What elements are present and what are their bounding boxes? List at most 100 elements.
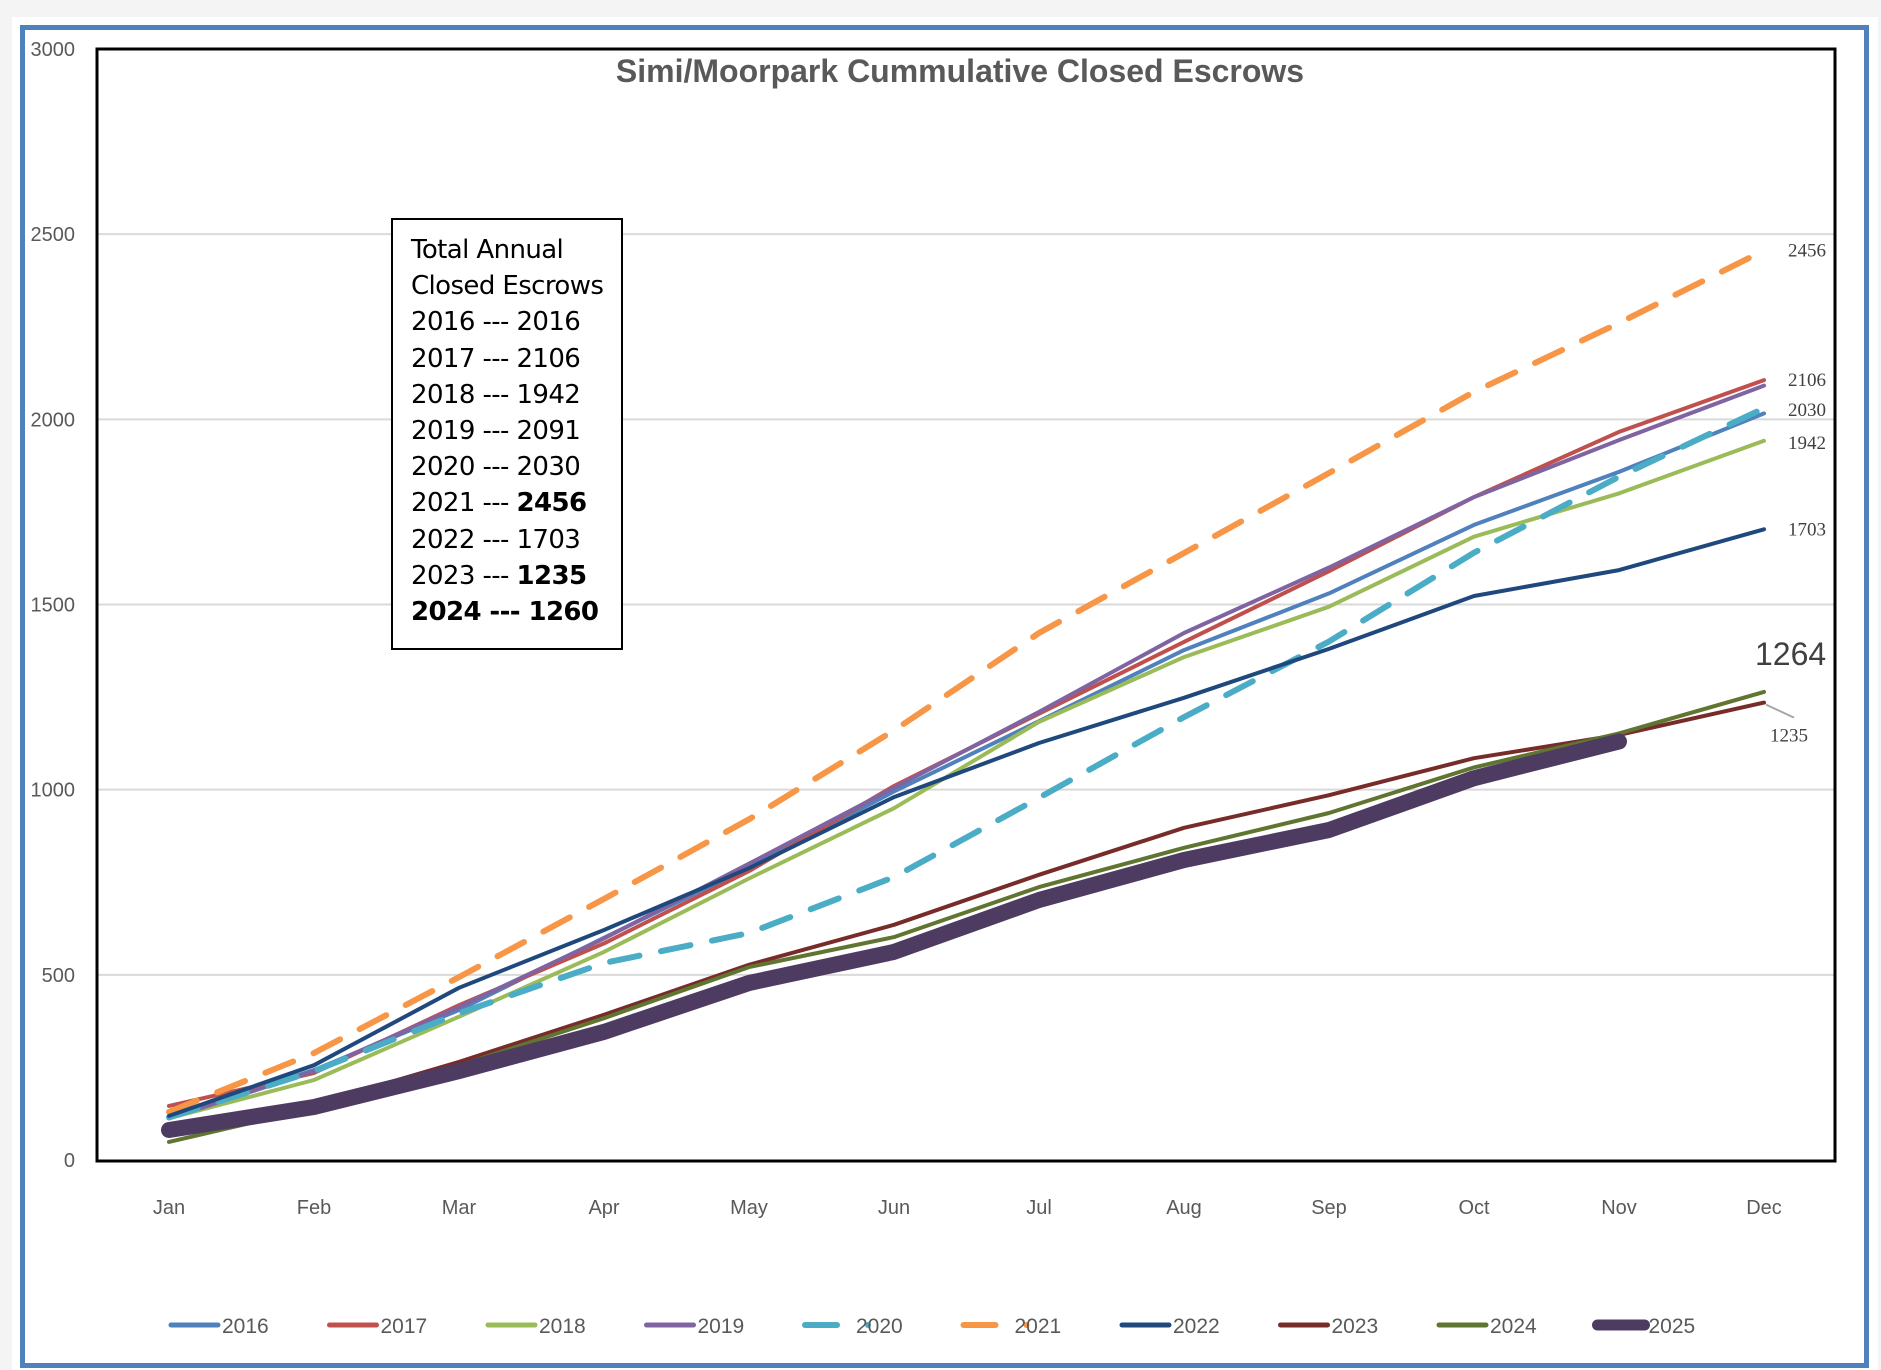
annual-totals-box: Total Annual Closed Escrows 2016 --- 2016 2… (391, 218, 623, 650)
annual-total-year: 2021 (411, 488, 475, 519)
series-line-2022 (167, 527, 1766, 1118)
annual-total-separator: --- (474, 307, 517, 338)
series-line-2019 (167, 383, 1766, 1121)
annual-total-line: 2022 --- 1703 (411, 522, 621, 558)
x-tick-label: Jan (153, 1197, 185, 1219)
legend: 2016 2017 2018 2019 2020 2021 2022 2023 2024 2025 (168, 1315, 1696, 1338)
legend-label: 2025 (1649, 1315, 1696, 1338)
annual-total-value: 2091 (516, 416, 581, 447)
y-tick-label: 2500 (31, 224, 76, 246)
legend-label: 2018 (539, 1315, 586, 1338)
annual-total-year: 2016 (411, 307, 475, 338)
annual-total-value: 2456 (516, 488, 587, 519)
series-line-2020 (166, 405, 1767, 1121)
annual-total-value: 1942 (516, 379, 581, 410)
x-tick-label: Feb (297, 1197, 331, 1219)
legend-label: 2021 (1015, 1315, 1062, 1338)
end-label-2021: 2456 (1788, 240, 1826, 261)
legend-label: 2024 (1490, 1315, 1537, 1338)
legend-item-2024: 2024 (1436, 1315, 1537, 1338)
end-label-2022: 1703 (1788, 519, 1826, 540)
end-label-2020: 2030 (1788, 400, 1826, 421)
leader-line (1765, 703, 1795, 719)
plot-area-border (95, 47, 1837, 1163)
annual-total-separator: --- (474, 488, 517, 519)
end-label-2024: 1264 (1755, 636, 1826, 672)
legend-item-2020: 2020 (802, 1315, 903, 1338)
annual-total-year: 2020 (411, 452, 475, 483)
x-tick-label: Nov (1601, 1197, 1637, 1219)
annual-total-year: 2018 (411, 379, 475, 410)
x-tick-label: Apr (588, 1197, 619, 1219)
series-line-2021 (166, 247, 1767, 1115)
end-labels: 2456 2106 2030 1942 1703 1264 1235 (1755, 240, 1826, 746)
legend-item-2016: 2016 (168, 1315, 269, 1338)
legend-swatch-dot (1023, 1322, 1030, 1328)
annual-total-line: Closed Escrows (411, 271, 604, 302)
y-tick-label: 0 (64, 1150, 75, 1172)
annual-total-year: 2019 (411, 416, 475, 447)
x-tick-label: Dec (1746, 1197, 1782, 1219)
x-tick-label: Aug (1166, 1197, 1202, 1219)
y-axis-ticks: 0 500 1000 1500 2000 2500 3000 (31, 39, 76, 1172)
legend-swatch-dot (865, 1322, 871, 1328)
annual-total-line: 2021 --- 2456 (411, 485, 621, 521)
y-tick-label: 1000 (31, 780, 76, 802)
annual-total-line: Total Annual (411, 235, 564, 265)
annual-total-line: 2018 --- 1942 (411, 377, 621, 413)
annual-total-year: 2023 (411, 560, 475, 591)
end-label-2017: 2106 (1788, 370, 1826, 391)
x-tick-label: May (730, 1197, 768, 1219)
annual-total-line: 2017 --- 2106 (411, 341, 621, 377)
annual-total-line: 2023 --- 1235 (411, 558, 621, 594)
annual-total-separator: --- (474, 343, 517, 374)
x-tick-label: Oct (1458, 1197, 1490, 1219)
legend-item-2019: 2019 (644, 1315, 745, 1338)
annual-total-year: 2017 (411, 343, 475, 374)
series-lines (161, 247, 1767, 1144)
annual-total-separator: --- (480, 597, 529, 628)
end-label-2018: 1942 (1788, 433, 1826, 454)
legend-item-2017: 2017 (327, 1315, 427, 1338)
legend-item-2025: 2025 (1592, 1315, 1696, 1338)
annual-total-value: 2030 (516, 452, 581, 483)
legend-item-2018: 2018 (485, 1315, 586, 1338)
annual-total-value: 1703 (516, 524, 581, 555)
annual-total-value: 1260 (528, 597, 599, 628)
legend-label: 2016 (222, 1315, 269, 1338)
y-tick-label: 500 (42, 965, 75, 987)
annual-total-value: 2106 (516, 343, 581, 374)
annual-total-value: 1235 (516, 560, 587, 591)
annual-total-separator: --- (474, 524, 517, 555)
legend-label: 2022 (1173, 1315, 1220, 1338)
annual-total-line: 2019 --- 2091 (411, 413, 621, 449)
annual-total-value: 2016 (516, 307, 581, 338)
legend-item-2021: 2021 (960, 1315, 1062, 1338)
annual-total-line: 2024 --- 1260 (411, 594, 621, 630)
annual-total-line: 2020 --- 2030 (411, 449, 621, 485)
annual-total-separator: --- (474, 416, 517, 447)
annual-total-year: 2024 (411, 597, 482, 628)
series-line-2025 (161, 733, 1627, 1138)
end-label-2023: 1235 (1770, 726, 1808, 747)
y-tick-label: 2000 (31, 409, 76, 431)
series-line-2018 (167, 438, 1766, 1121)
annual-total-separator: --- (474, 560, 517, 591)
x-tick-label: Jun (878, 1197, 910, 1219)
x-tick-label: Jul (1026, 1197, 1052, 1219)
annual-total-year: 2022 (411, 524, 475, 555)
x-tick-label: Mar (442, 1197, 477, 1219)
annual-total-separator: --- (474, 379, 517, 410)
y-tick-label: 1500 (31, 595, 76, 617)
x-axis-ticks: Jan Feb Mar Apr May Jun Jul Aug Sep Oct Nov Dec (153, 1197, 1782, 1219)
legend-label: 2023 (1332, 1315, 1379, 1338)
gridlines (98, 233, 1834, 976)
chart-title: Simi/Moorpark Cummulative Closed Escrows (616, 53, 1304, 89)
legend-label: 2020 (856, 1315, 903, 1338)
x-tick-label: Sep (1311, 1197, 1347, 1219)
annual-total-line: 2016 --- 2016 (411, 304, 621, 340)
legend-label: 2019 (698, 1315, 745, 1338)
legend-item-2022: 2022 (1119, 1315, 1220, 1338)
annual-total-separator: --- (474, 452, 517, 483)
